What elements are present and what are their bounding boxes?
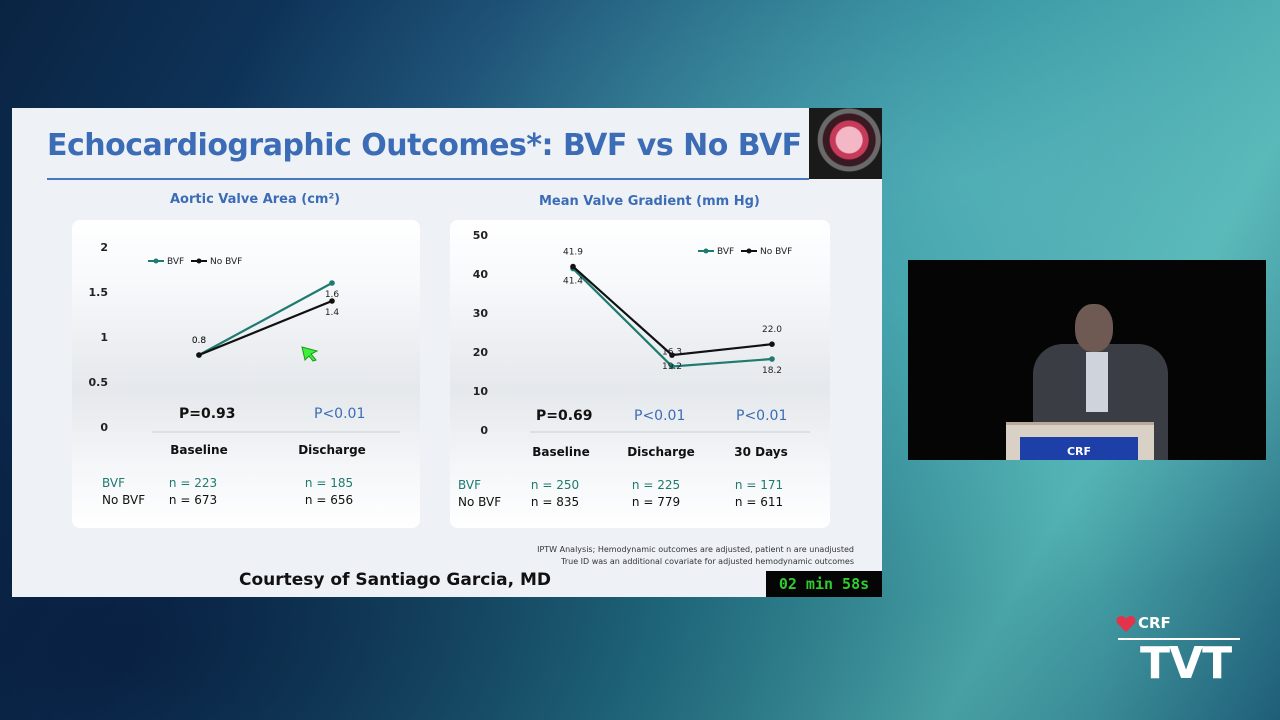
data-label: 1.4 [325, 308, 340, 318]
cursor-arrow-icon [301, 346, 319, 362]
data-label: 41.4 [563, 277, 583, 287]
y-tick-label: 0 [480, 424, 488, 437]
mean-valve-gradient-chart: 5040302010041.416.318.241.919.222.0BVFNo… [473, 229, 810, 437]
legend-marker [746, 248, 752, 254]
brand-crf: CRF [1138, 614, 1171, 632]
n-value: n = 250 [530, 478, 580, 492]
p-value: P=0.69 [536, 408, 593, 424]
data-point [329, 280, 335, 286]
n-row-label: No BVF [458, 495, 502, 509]
data-label: 41.9 [563, 248, 583, 258]
y-tick-label: 0.5 [89, 376, 109, 389]
slide-title: Echocardiographic Outcomes*: BVF vs No B… [47, 128, 802, 163]
y-tick-label: 2 [100, 241, 108, 254]
data-point [329, 298, 335, 304]
x-tick-label: Discharge [298, 443, 366, 457]
data-label: 0.8 [192, 336, 207, 346]
n-row-label: BVF [102, 476, 125, 490]
p-value: P<0.01 [736, 408, 788, 424]
footnote-line-2: True ID was an additional covariate for … [561, 557, 854, 566]
speaker-video-feed: CRF [908, 260, 1266, 460]
countdown-timer: 02 min 58s [766, 571, 882, 597]
heart-icon [1116, 616, 1136, 632]
data-point [769, 341, 775, 347]
brand-divider [1118, 638, 1240, 640]
chart-panel-aortic-valve-area: 2 1.5 1 0.5 0 0.8 1.6 0.8 1.4 BVF No BVF P=0.93 P<… [72, 220, 420, 528]
y-tick-label: 1.5 [89, 286, 109, 299]
n-value: n = 673 [168, 493, 218, 507]
data-label: 19.2 [662, 362, 682, 372]
chart-title-aortic-valve-area: Aortic Valve Area (cm²) [170, 192, 341, 207]
data-label: 18.2 [762, 366, 782, 376]
legend-marker [703, 248, 709, 254]
podium-logo: CRF [1020, 437, 1138, 460]
y-tick-label: 30 [473, 307, 489, 320]
p-value: P<0.01 [314, 406, 366, 422]
x-tick-label: Discharge [627, 445, 695, 459]
data-point [196, 352, 202, 358]
legend-label: BVF [717, 247, 734, 257]
speaker-head [1075, 304, 1113, 352]
y-tick-label: 50 [473, 229, 489, 242]
y-tick-label: 10 [473, 385, 489, 398]
chart-panel-mean-valve-gradient: 5040302010041.416.318.241.919.222.0BVFNo… [450, 220, 830, 528]
n-value: n = 185 [304, 476, 354, 490]
p-value: P=0.93 [179, 406, 236, 422]
n-value: n = 835 [530, 495, 580, 509]
crf-tvt-logo: CRF TVT [1110, 612, 1260, 692]
n-value: n = 656 [304, 493, 354, 507]
data-point [769, 356, 775, 362]
legend-marker [153, 258, 159, 264]
y-tick-label: 0 [100, 421, 108, 434]
n-value: n = 171 [734, 478, 784, 492]
n-value: n = 611 [734, 495, 784, 509]
x-tick-label: 30 Days [734, 445, 788, 459]
data-label: 1.6 [325, 290, 340, 300]
podium: CRF [1006, 422, 1154, 460]
data-point [669, 352, 675, 358]
legend-label: BVF [167, 257, 184, 267]
series-line-bvf [198, 282, 333, 356]
x-tick-label: Baseline [532, 445, 590, 459]
n-value: n = 225 [631, 478, 681, 492]
data-label: 0.8 [192, 336, 207, 346]
y-tick-label: 20 [473, 346, 489, 359]
y-tick-label: 40 [473, 268, 489, 281]
p-value: P<0.01 [634, 408, 686, 424]
courtesy-credit: Courtesy of Santiago Garcia, MD [239, 570, 552, 590]
data-point [669, 363, 675, 370]
n-value: n = 779 [631, 495, 681, 509]
echo-image-thumbnail [809, 108, 882, 179]
data-label: 22.0 [762, 325, 782, 335]
series-line-no-bvf [572, 265, 773, 357]
data-point [570, 263, 576, 270]
legend-label: No BVF [760, 247, 792, 257]
series-line-no-bvf [198, 299, 333, 357]
legend-marker [196, 258, 202, 264]
legend-label: No BVF [210, 257, 242, 267]
presentation-slide: Echocardiographic Outcomes*: BVF vs No B… [12, 108, 882, 597]
y-tick-label: 1 [100, 331, 108, 344]
speaker-shirt [1086, 352, 1108, 412]
n-row-label: No BVF [102, 493, 146, 507]
x-tick-label: Baseline [170, 443, 228, 457]
chart-title-mean-valve-gradient: Mean Valve Gradient (mm Hg) [539, 194, 760, 209]
footnote-line-1: IPTW Analysis; Hemodynamic outcomes are … [537, 545, 854, 554]
brand-tvt: TVT [1140, 638, 1232, 689]
n-value: n = 223 [168, 476, 218, 490]
title-divider [47, 178, 809, 180]
n-row-label: BVF [458, 478, 481, 492]
